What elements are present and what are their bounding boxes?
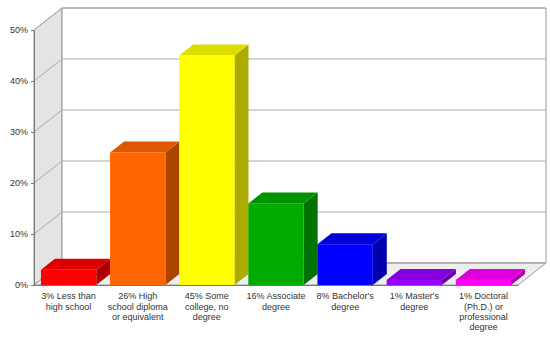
y-tick-mark <box>31 81 34 82</box>
bar-top <box>456 269 525 280</box>
x-tick-label-line: college, no <box>185 302 229 312</box>
x-tick-label-line: 8% Bachelor's <box>317 291 375 301</box>
x-tick-label-line: degree <box>400 302 428 312</box>
y-tick-label: 30% <box>10 127 28 137</box>
bar <box>387 280 442 285</box>
y-tick: 50% <box>10 25 34 35</box>
x-tick-label: 3% Less thanhigh school <box>41 291 96 311</box>
bar-group <box>456 269 525 285</box>
bar-top <box>41 259 110 270</box>
y-axis: 0% 10% 20% 30% 40% 50% <box>10 25 35 290</box>
x-tick-label-line: degree <box>262 302 290 312</box>
x-tick-label-line: 1% Master's <box>390 291 440 301</box>
y-tick-mark <box>31 183 34 184</box>
y-tick: 20% <box>10 178 34 188</box>
y-tick: 30% <box>10 127 34 137</box>
bar-group <box>387 269 456 285</box>
walls <box>34 8 546 285</box>
x-axis: 3% Less thanhigh school 26% Highschool di… <box>35 285 519 332</box>
grid-line <box>34 8 546 30</box>
bar-top <box>110 141 179 152</box>
bar <box>317 244 372 285</box>
x-axis-line <box>35 285 519 286</box>
y-axis-line <box>31 31 35 286</box>
bar-top <box>317 233 386 244</box>
bar-group <box>317 233 386 285</box>
y-tick: 40% <box>10 76 34 86</box>
x-tick: 16% Associatedegree <box>246 285 305 312</box>
x-tick: 1% Master'sdegree <box>390 285 440 312</box>
x-tick-label: 45% Somecollege, nodegree <box>185 291 229 322</box>
y-tick: 0% <box>15 280 34 290</box>
x-tick-label-line: 1% Doctoral <box>459 291 508 301</box>
bar-group <box>179 45 248 286</box>
x-tick-label-line: (Ph.D.) or <box>464 302 503 312</box>
x-tick-label: 8% Bachelor'sdegree <box>317 291 375 311</box>
bar <box>41 270 96 285</box>
x-tick-label: 26% Highschool diplomaor equivalent <box>108 291 168 322</box>
x-tick: 8% Bachelor'sdegree <box>317 285 375 312</box>
bar-side <box>235 45 249 286</box>
y-tick-label: 20% <box>10 178 28 188</box>
grid-line <box>34 59 546 81</box>
x-tick-label: 1% Doctoral(Ph.D.) orprofessionaldegree <box>459 291 508 332</box>
x-tick: 3% Less thanhigh school <box>41 285 96 312</box>
bar <box>456 280 511 285</box>
x-tick-label: 1% Master'sdegree <box>390 291 440 311</box>
x-tick: 26% Highschool diplomaor equivalent <box>108 285 168 322</box>
grid-line <box>34 110 546 132</box>
bar-top <box>387 269 456 280</box>
bar-side <box>304 192 318 285</box>
bar-side <box>165 141 179 285</box>
grid <box>34 8 546 285</box>
bar-group <box>41 259 110 285</box>
y-tick-mark <box>31 285 34 286</box>
y-tick-label: 40% <box>10 76 28 86</box>
x-tick: 1% Doctoral(Ph.D.) orprofessionaldegree <box>459 285 508 332</box>
x-tick-label-line: professional <box>459 312 508 322</box>
x-tick-label-line: or equivalent <box>112 312 164 322</box>
x-tick-label-line: 26% High <box>118 291 157 301</box>
y-tick: 10% <box>10 229 34 239</box>
bar-top <box>248 192 317 203</box>
x-tick-label-line: 16% Associate <box>246 291 305 301</box>
x-tick-label-line: 3% Less than <box>41 291 96 301</box>
x-tick-label-line: degree <box>193 312 221 322</box>
y-tick-label: 50% <box>10 25 28 35</box>
bar <box>110 152 165 285</box>
y-tick-label: 10% <box>10 229 28 239</box>
bar-top <box>179 45 248 56</box>
y-tick-mark <box>31 132 34 133</box>
y-tick-mark <box>31 234 34 235</box>
x-tick: 45% Somecollege, nodegree <box>185 285 229 322</box>
bar-group <box>110 141 179 285</box>
x-tick-label: 16% Associatedegree <box>246 291 305 311</box>
x-tick-label-line: degree <box>469 322 497 332</box>
y-tick-mark <box>31 30 34 31</box>
x-tick-label-line: degree <box>331 302 359 312</box>
x-tick-label-line: high school <box>46 302 92 312</box>
left-wall <box>34 8 62 285</box>
bar <box>248 203 303 285</box>
x-tick-label-line: 45% Some <box>185 291 229 301</box>
bar <box>179 56 234 286</box>
bar-group <box>248 192 317 285</box>
y-tick-label: 0% <box>15 280 28 290</box>
bars <box>41 45 525 286</box>
x-tick-label-line: school diploma <box>108 302 168 312</box>
